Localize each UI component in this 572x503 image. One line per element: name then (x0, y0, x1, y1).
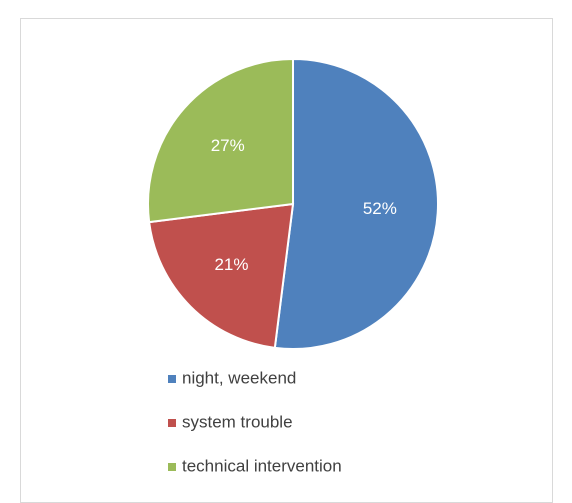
legend-swatch (168, 419, 176, 427)
legend-label: system trouble (182, 412, 293, 431)
pie-slice (147, 57, 294, 224)
pie-slice (148, 202, 295, 349)
legend: night, weekend system trouble technical in… (168, 368, 342, 475)
data-label: 27% (211, 136, 245, 155)
data-label: 21% (214, 255, 248, 274)
legend-swatch (168, 375, 176, 383)
legend-label: technical intervention (182, 456, 342, 475)
pie: 52% 21% 27% (147, 57, 439, 350)
data-label: 52% (363, 199, 397, 218)
legend-swatch (168, 463, 176, 471)
legend-label: night, weekend (182, 368, 296, 387)
pie-slice (273, 57, 439, 350)
